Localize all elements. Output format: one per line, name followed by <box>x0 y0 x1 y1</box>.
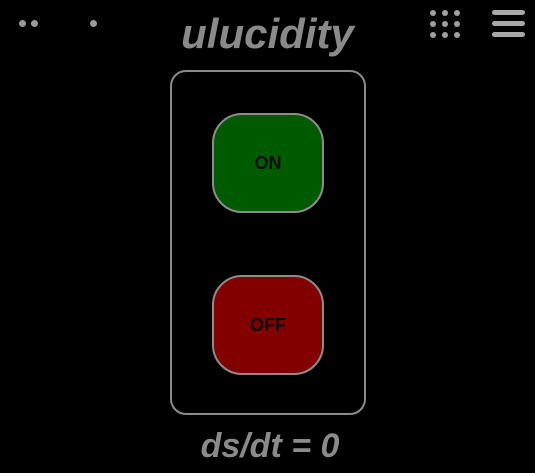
status-dot <box>90 20 97 27</box>
app-title: ulucidity <box>181 10 354 57</box>
off-button[interactable]: OFF <box>212 275 324 375</box>
status-dot <box>19 20 26 27</box>
grid-icon[interactable] <box>430 10 464 44</box>
rate-readout: ds/dt = 0 <box>200 427 340 465</box>
status-dot <box>31 20 38 27</box>
on-button-label: ON <box>254 152 282 173</box>
on-button[interactable]: ON <box>212 113 324 213</box>
off-button-label: OFF <box>250 314 286 335</box>
hamburger-menu-icon[interactable] <box>492 10 526 38</box>
